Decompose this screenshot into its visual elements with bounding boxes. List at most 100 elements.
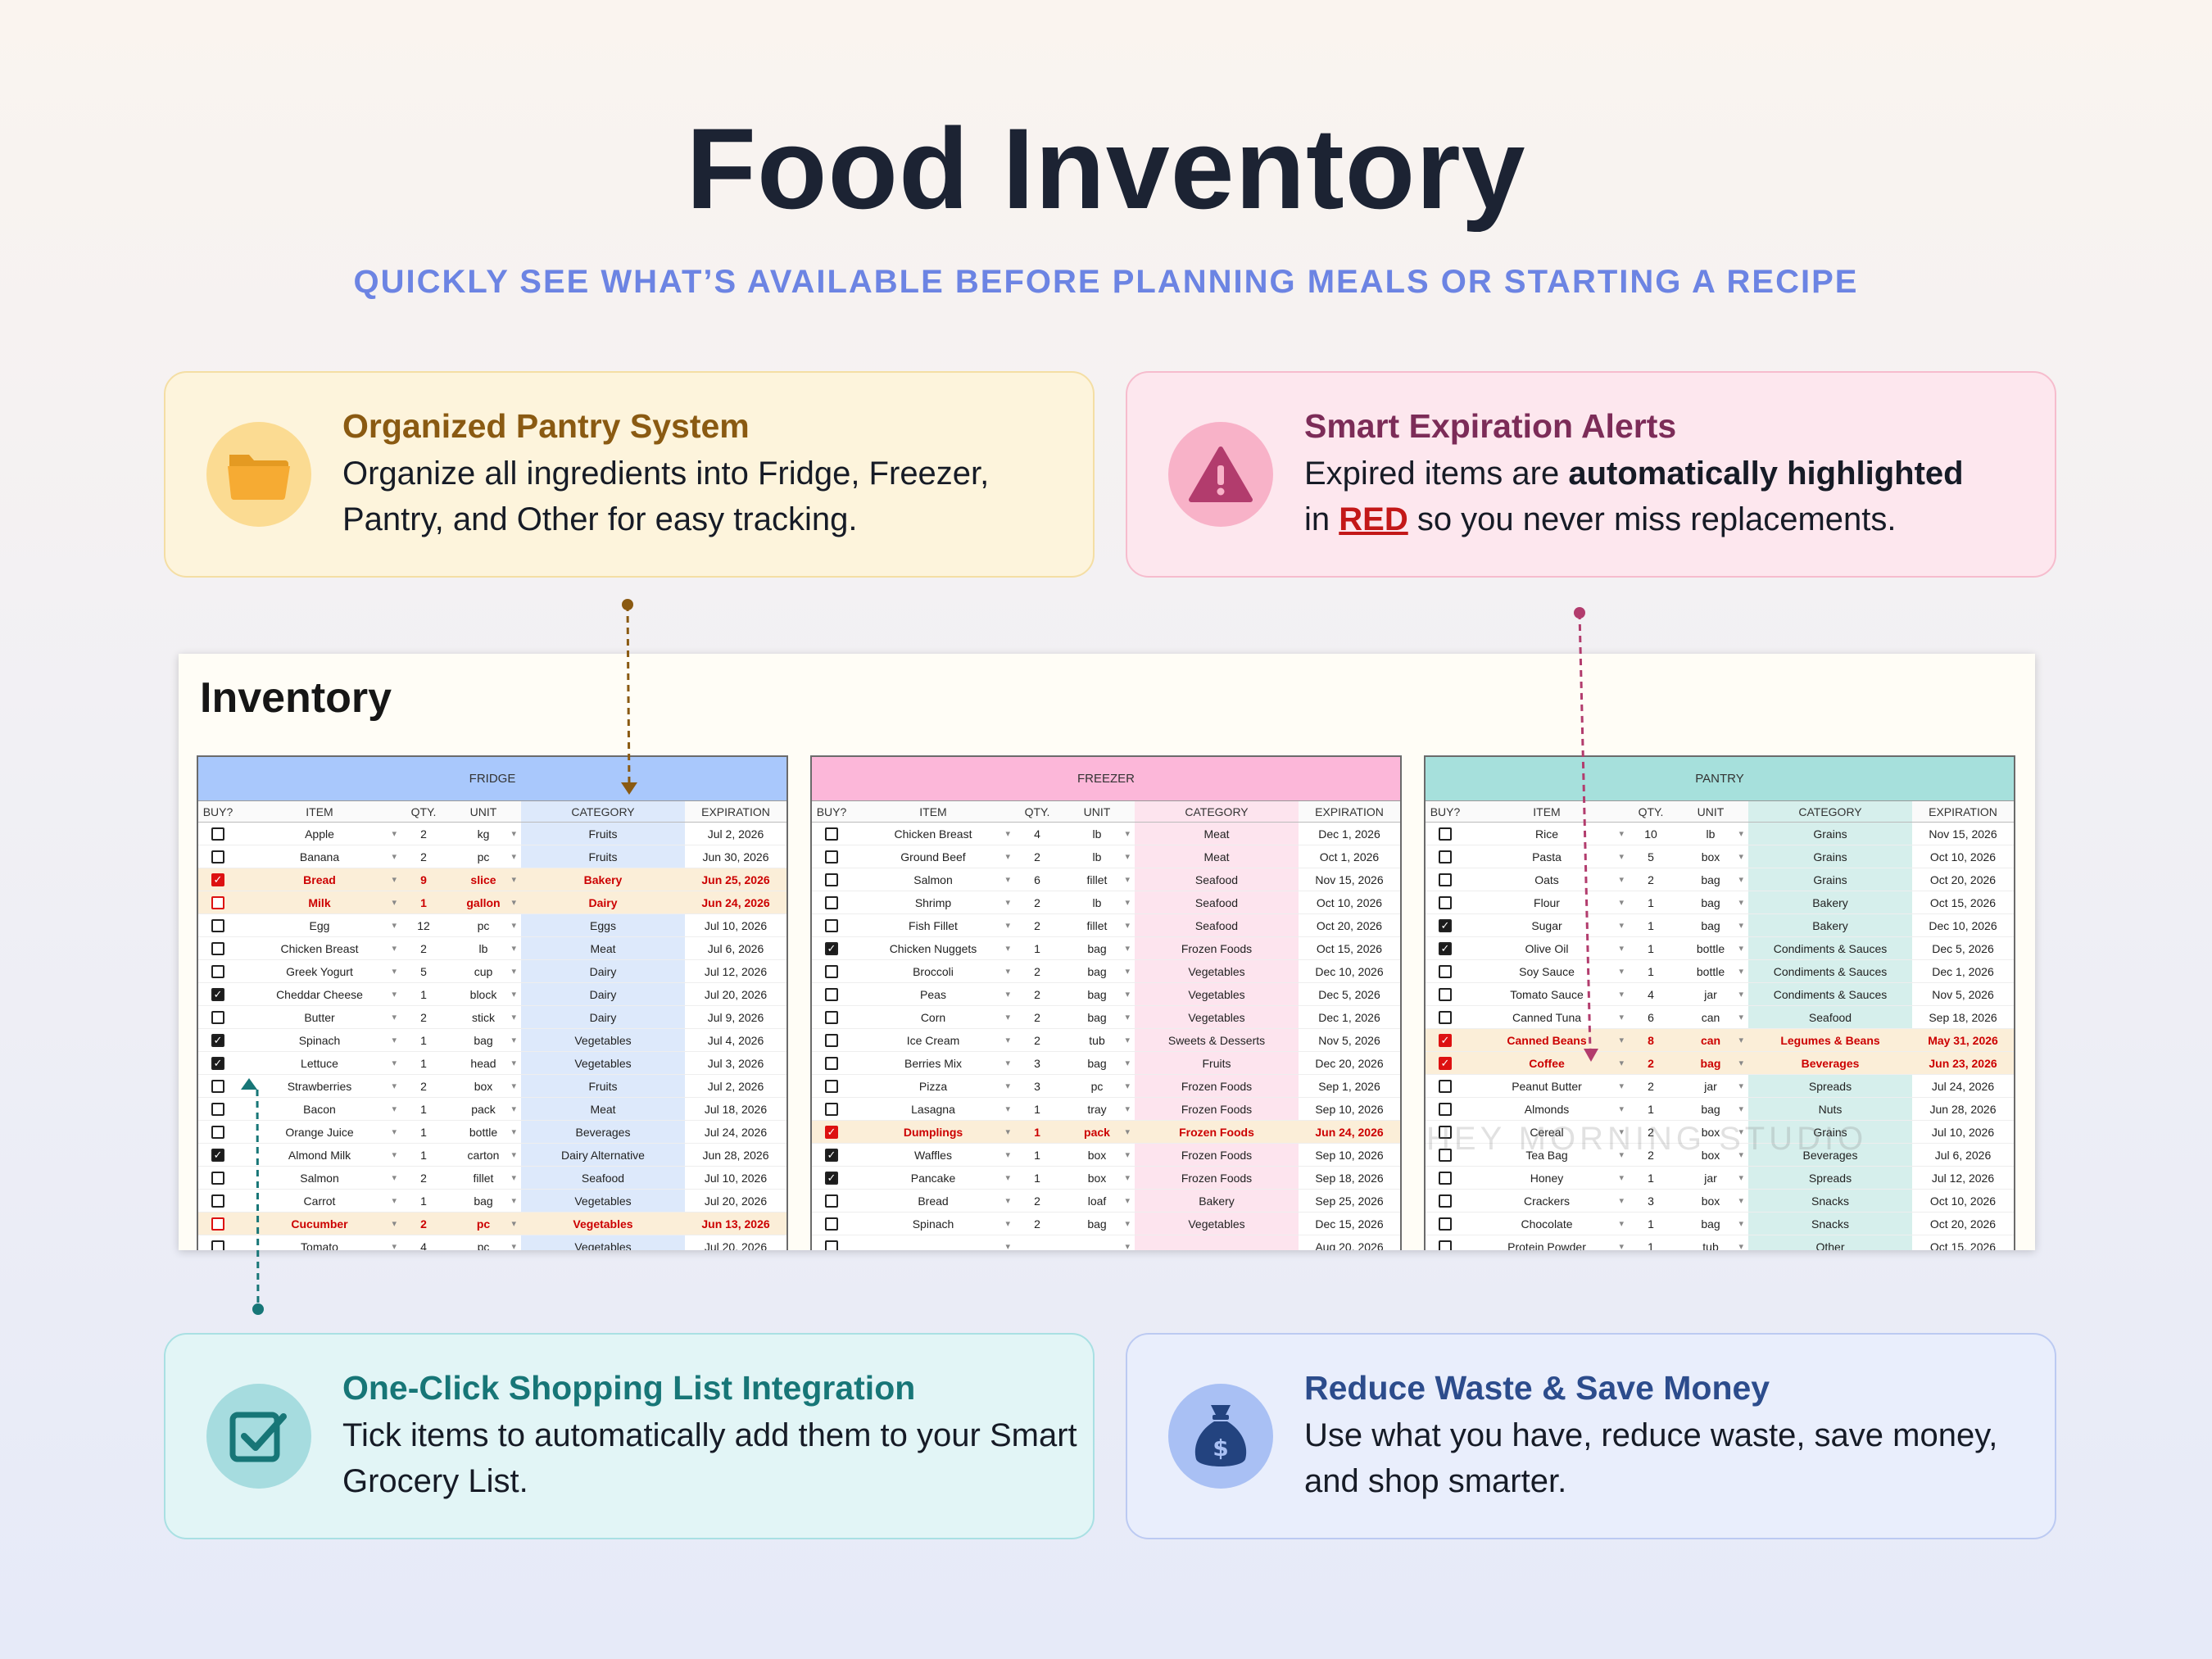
unit-cell[interactable]: pc <box>446 914 521 936</box>
buy-checkbox[interactable] <box>211 918 224 932</box>
item-cell[interactable]: Spinach <box>851 1213 1015 1235</box>
buy-checkbox[interactable] <box>1439 873 1452 886</box>
buy-checkbox[interactable]: ✓ <box>1439 1056 1452 1070</box>
buy-checkbox[interactable] <box>1439 1194 1452 1208</box>
item-cell[interactable]: Tomato <box>238 1235 401 1251</box>
buy-checkbox[interactable] <box>825 1079 838 1093</box>
unit-cell[interactable]: pc <box>446 1213 521 1235</box>
unit-cell[interactable]: bag <box>1673 1052 1748 1074</box>
unit-cell[interactable]: tub <box>1059 1029 1135 1051</box>
buy-checkbox[interactable]: ✓ <box>825 1125 838 1139</box>
unit-cell[interactable]: pack <box>1059 1121 1135 1143</box>
item-cell[interactable]: Bacon <box>238 1098 401 1120</box>
buy-checkbox[interactable] <box>1439 1102 1452 1116</box>
buy-checkbox[interactable] <box>825 827 838 841</box>
item-cell[interactable]: Coffee <box>1465 1052 1629 1074</box>
item-cell[interactable]: Almonds <box>1465 1098 1629 1120</box>
unit-cell[interactable]: stick <box>446 1006 521 1028</box>
buy-checkbox[interactable]: ✓ <box>211 873 224 886</box>
buy-checkbox[interactable] <box>825 1033 838 1047</box>
item-cell[interactable]: Chicken Breast <box>851 823 1015 845</box>
item-cell[interactable]: Peanut Butter <box>1465 1075 1629 1097</box>
buy-checkbox[interactable] <box>825 895 838 909</box>
unit-cell[interactable]: jar <box>1673 1167 1748 1189</box>
unit-cell[interactable]: bag <box>1059 1052 1135 1074</box>
item-cell[interactable]: Tomato Sauce <box>1465 983 1629 1005</box>
unit-cell[interactable]: can <box>1673 1029 1748 1051</box>
unit-cell[interactable]: bag <box>446 1029 521 1051</box>
item-cell[interactable]: Lasagna <box>851 1098 1015 1120</box>
unit-cell[interactable]: lb <box>1059 845 1135 868</box>
buy-checkbox[interactable] <box>211 1171 224 1185</box>
item-cell[interactable]: Carrot <box>238 1190 401 1212</box>
item-cell[interactable]: Cheddar Cheese <box>238 983 401 1005</box>
item-cell[interactable]: Flour <box>1465 891 1629 913</box>
buy-checkbox[interactable] <box>1439 1217 1452 1231</box>
buy-checkbox[interactable] <box>1439 1148 1452 1162</box>
buy-checkbox[interactable] <box>825 1102 838 1116</box>
buy-checkbox[interactable] <box>1439 964 1452 978</box>
buy-checkbox[interactable]: ✓ <box>211 1148 224 1162</box>
buy-checkbox[interactable] <box>1439 895 1452 909</box>
buy-checkbox[interactable] <box>825 918 838 932</box>
unit-cell[interactable]: bottle <box>1673 960 1748 982</box>
item-cell[interactable]: Pancake <box>851 1167 1015 1189</box>
item-cell[interactable]: Shrimp <box>851 891 1015 913</box>
item-cell[interactable]: Bread <box>238 868 401 891</box>
buy-checkbox[interactable] <box>825 1010 838 1024</box>
item-cell[interactable]: Apple <box>238 823 401 845</box>
item-cell[interactable]: Crackers <box>1465 1190 1629 1212</box>
buy-checkbox[interactable] <box>825 987 838 1001</box>
buy-checkbox[interactable]: ✓ <box>1439 941 1452 955</box>
item-cell[interactable]: Cucumber <box>238 1213 401 1235</box>
item-cell[interactable]: Sugar <box>1465 914 1629 936</box>
buy-checkbox[interactable] <box>1439 1079 1452 1093</box>
unit-cell[interactable]: can <box>1673 1006 1748 1028</box>
buy-checkbox[interactable] <box>211 827 224 841</box>
buy-checkbox[interactable] <box>825 850 838 863</box>
buy-checkbox[interactable] <box>1439 1010 1452 1024</box>
item-cell[interactable]: Pasta <box>1465 845 1629 868</box>
buy-checkbox[interactable] <box>211 895 224 909</box>
item-cell[interactable]: Corn <box>851 1006 1015 1028</box>
unit-cell[interactable] <box>1059 1235 1135 1250</box>
unit-cell[interactable]: lb <box>1059 891 1135 913</box>
buy-checkbox[interactable] <box>211 941 224 955</box>
unit-cell[interactable]: fillet <box>1059 914 1135 936</box>
buy-checkbox[interactable] <box>211 964 224 978</box>
unit-cell[interactable]: bag <box>1059 983 1135 1005</box>
item-cell[interactable] <box>851 1235 1015 1250</box>
unit-cell[interactable]: head <box>446 1052 521 1074</box>
buy-checkbox[interactable] <box>211 850 224 863</box>
unit-cell[interactable]: bottle <box>1673 937 1748 959</box>
unit-cell[interactable]: bag <box>1059 1213 1135 1235</box>
unit-cell[interactable]: box <box>1673 845 1748 868</box>
buy-checkbox[interactable]: ✓ <box>211 1033 224 1047</box>
item-cell[interactable]: Tea Bag <box>1465 1144 1629 1166</box>
unit-cell[interactable]: box <box>1673 1190 1748 1212</box>
buy-checkbox[interactable]: ✓ <box>211 987 224 1001</box>
unit-cell[interactable]: bag <box>1059 937 1135 959</box>
unit-cell[interactable]: pack <box>446 1098 521 1120</box>
item-cell[interactable]: Orange Juice <box>238 1121 401 1143</box>
item-cell[interactable]: Banana <box>238 845 401 868</box>
unit-cell[interactable]: tray <box>1059 1098 1135 1120</box>
item-cell[interactable]: Pizza <box>851 1075 1015 1097</box>
item-cell[interactable]: Dumplings <box>851 1121 1015 1143</box>
item-cell[interactable]: Egg <box>238 914 401 936</box>
unit-cell[interactable]: lb <box>1673 823 1748 845</box>
unit-cell[interactable]: jar <box>1673 1075 1748 1097</box>
unit-cell[interactable]: pc <box>446 845 521 868</box>
buy-checkbox[interactable] <box>1439 850 1452 863</box>
unit-cell[interactable]: block <box>446 983 521 1005</box>
buy-checkbox[interactable] <box>1439 827 1452 841</box>
item-cell[interactable]: Almond Milk <box>238 1144 401 1166</box>
buy-checkbox[interactable]: ✓ <box>1439 1033 1452 1047</box>
item-cell[interactable]: Peas <box>851 983 1015 1005</box>
unit-cell[interactable]: jar <box>1673 983 1748 1005</box>
unit-cell[interactable]: cup <box>446 960 521 982</box>
item-cell[interactable]: Salmon <box>238 1167 401 1189</box>
unit-cell[interactable]: box <box>1673 1144 1748 1166</box>
item-cell[interactable]: Rice <box>1465 823 1629 845</box>
unit-cell[interactable]: kg <box>446 823 521 845</box>
